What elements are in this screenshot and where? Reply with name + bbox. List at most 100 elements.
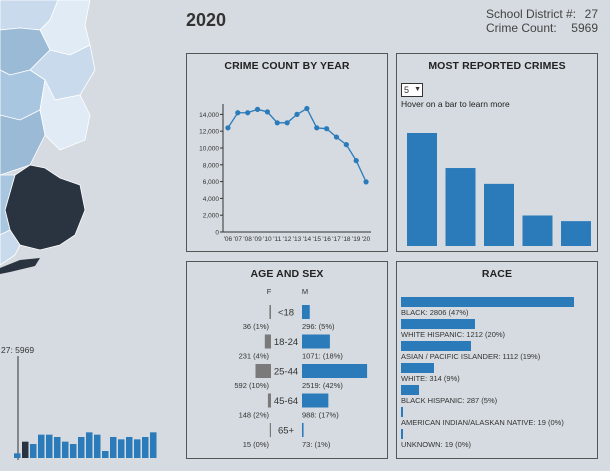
bay-shape xyxy=(0,229,21,266)
data-point[interactable] xyxy=(284,120,290,126)
x-tick-label: '15 xyxy=(312,236,321,243)
x-tick-label: '07 xyxy=(234,236,243,243)
race-label: WHITE: 314 (9%) xyxy=(401,374,460,383)
hist-bar xyxy=(78,437,85,458)
crime-bar[interactable] xyxy=(445,168,476,246)
age-group-label: 25-44 xyxy=(274,367,298,378)
x-tick-label: '19 xyxy=(352,236,361,243)
hist-bar xyxy=(110,437,117,458)
district-map[interactable] xyxy=(0,0,180,285)
y-tick-label: 14,000 xyxy=(199,112,219,119)
district-histogram: 27: 5969 xyxy=(1,345,157,460)
data-point[interactable] xyxy=(314,125,320,131)
female-value: 36 (1%) xyxy=(243,322,270,331)
data-point[interactable] xyxy=(235,110,241,116)
female-bar xyxy=(269,305,271,319)
data-point[interactable] xyxy=(324,126,330,132)
hist-bar xyxy=(22,441,29,458)
crime-bar[interactable] xyxy=(522,215,553,246)
data-point[interactable] xyxy=(343,142,349,148)
hist-bars xyxy=(14,432,157,458)
select-value: 5 xyxy=(404,85,410,95)
race-label: BLACK HISPANIC: 287 (5%) xyxy=(401,396,498,405)
female-value: 231 (4%) xyxy=(239,352,270,361)
male-value: 1071: (18%) xyxy=(302,352,343,361)
y-tick-label: 6,000 xyxy=(203,179,220,186)
data-point[interactable] xyxy=(274,120,280,126)
data-point[interactable] xyxy=(294,111,300,117)
crime-bar-chart[interactable] xyxy=(397,114,597,249)
most-reported-panel: MOST REPORTED CRIMES 5 ▼ Hover on a bar … xyxy=(396,53,598,252)
race-bar xyxy=(401,385,420,395)
hist-bar xyxy=(86,432,93,458)
district-info: School District #: 27 Crime Count: 5969 xyxy=(486,7,598,35)
x-tick-label: '08 xyxy=(243,236,252,243)
crime-count-chart: 0 2,000 4,000 6,000 8,000 10,000 12,000 14,000 '… xyxy=(199,104,371,243)
female-bar xyxy=(264,334,271,349)
hist-bar xyxy=(150,432,157,458)
data-point[interactable] xyxy=(333,134,340,140)
y-tick-label: 10,000 xyxy=(199,146,219,153)
female-value: 15 (0%) xyxy=(243,440,270,449)
chevron-down-icon: ▼ xyxy=(414,86,421,93)
hist-bar xyxy=(38,434,45,458)
hist-bar xyxy=(134,439,141,458)
female-header: F xyxy=(267,287,272,296)
race-bar xyxy=(401,341,471,351)
x-tick-label: '14 xyxy=(303,236,312,243)
female-bar xyxy=(269,423,271,437)
male-bar xyxy=(302,305,310,319)
crime-bar[interactable] xyxy=(407,133,437,246)
hist-bar xyxy=(54,437,61,458)
male-bar xyxy=(302,334,330,349)
district-label: School District #: xyxy=(486,7,577,21)
most-reported-title: MOST REPORTED CRIMES xyxy=(428,60,566,72)
data-point[interactable] xyxy=(363,179,369,185)
age-sex-title: AGE AND SEX xyxy=(250,268,324,280)
y-tick-label: 4,000 xyxy=(203,196,220,203)
y-tick-label: 0 xyxy=(215,230,219,237)
data-point[interactable] xyxy=(225,125,231,131)
male-value: 2519: (42%) xyxy=(302,381,343,390)
hist-bar xyxy=(62,441,69,458)
age-group-label: 45-64 xyxy=(274,396,298,407)
x-tick-label: '18 xyxy=(342,236,351,243)
x-tick-label: '20 xyxy=(362,236,371,243)
data-point[interactable] xyxy=(264,109,270,115)
race-title: RACE xyxy=(481,268,513,280)
female-value: 592 (10%) xyxy=(234,381,269,390)
hist-bar xyxy=(102,451,109,458)
district-region[interactable] xyxy=(0,109,46,176)
race-label: WHITE HISPANIC: 1212 (20%) xyxy=(401,330,506,339)
y-tick-label: 2,000 xyxy=(203,213,220,220)
data-point[interactable] xyxy=(304,105,310,112)
district-value: 27 xyxy=(584,7,598,21)
male-value: 988: (17%) xyxy=(302,411,339,420)
race-label: ASIAN / PACIFIC ISLANDER: 1112 (19%) xyxy=(401,352,541,361)
crime-bar[interactable] xyxy=(484,183,514,246)
x-tick-label: '10 xyxy=(263,236,272,243)
age-sex-panel: AGE AND SEX F M <18 36 (1%) 296: (5%) 18-24 23… xyxy=(186,261,388,459)
age-group-label: 65+ xyxy=(278,426,295,437)
data-point[interactable] xyxy=(245,110,251,116)
male-bar xyxy=(302,423,304,437)
count-value: 5969 xyxy=(571,21,598,35)
hist-marker-label: 27: 5969 xyxy=(1,345,34,355)
x-tick-label: '17 xyxy=(332,236,341,243)
data-point[interactable] xyxy=(254,106,261,112)
district-region[interactable] xyxy=(0,174,16,236)
male-value: 296: (5%) xyxy=(302,322,335,331)
crime-bar[interactable] xyxy=(561,221,591,246)
hist-bar xyxy=(30,444,37,458)
x-tick-label: '09 xyxy=(253,236,262,243)
male-header: M xyxy=(302,287,308,296)
data-point[interactable] xyxy=(353,158,359,164)
crime-count-select[interactable]: 5 ▼ xyxy=(401,83,423,97)
y-tick-label: 12,000 xyxy=(199,129,219,136)
hist-bar xyxy=(126,437,133,458)
district-region-selected[interactable] xyxy=(4,164,86,251)
race-bar xyxy=(401,407,403,417)
hover-note: Hover on a bar to learn more xyxy=(401,99,510,109)
female-bar xyxy=(255,364,271,378)
age-group-label: <18 xyxy=(278,308,294,319)
